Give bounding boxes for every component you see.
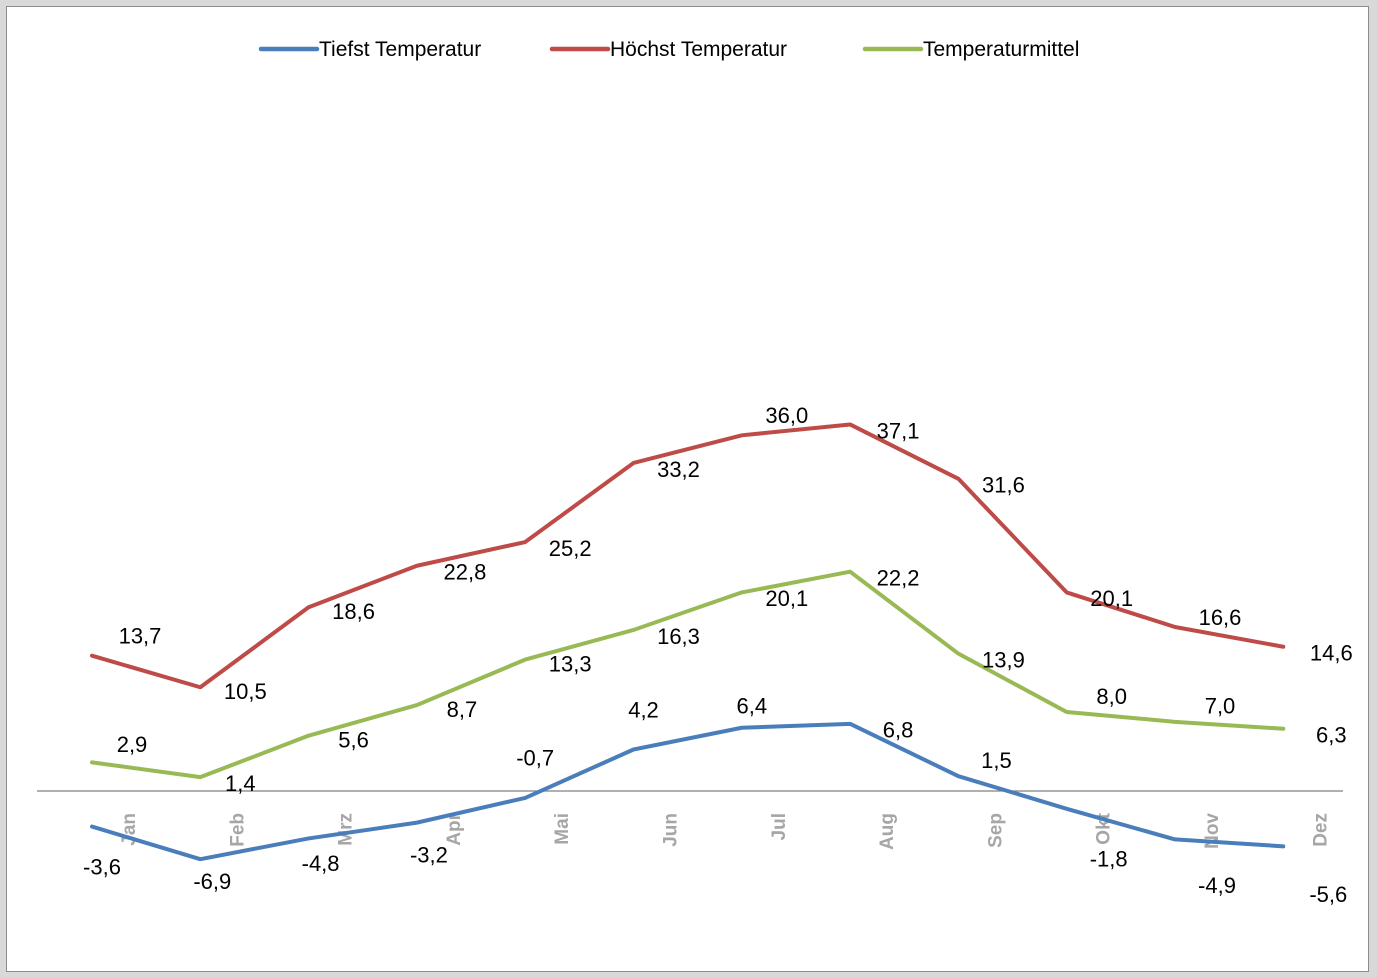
data-label: 22,8 [443,560,486,585]
series-line [90,721,1286,862]
data-label: 13,7 [119,623,162,648]
data-label: 18,6 [332,599,375,624]
data-label: 16,3 [657,624,700,649]
data-label: -4,9 [1198,873,1236,898]
data-label: -1,8 [1090,847,1128,872]
data-label: 31,6 [982,473,1025,498]
data-labels: -3,6 -6,9 -4,8 -3,2 -0,7 4,2 6,4 6,8 1,5 -1,8 -4,9… [83,403,1353,907]
data-label: -3,2 [410,842,448,867]
data-label: 6,4 [737,694,768,719]
data-label: 5,6 [338,727,369,752]
x-tick-label: Dez [1310,813,1331,847]
data-label: 6,3 [1316,723,1347,748]
legend-label: Höchst Temperatur [610,38,787,61]
data-label: 10,5 [224,679,267,704]
data-label: 13,9 [982,647,1025,672]
data-label: 22,2 [877,565,920,590]
data-label: -3,6 [83,854,121,879]
x-axis: Jan Feb Mrz Apr Mai Jun Jul Aug Sep Okt Nov Dez [37,790,1343,850]
x-tick-label: Jul [769,813,790,840]
series-line [90,422,1286,690]
data-label: 1,5 [981,748,1012,773]
chart-frame: Tiefst Temperatur Höchst Temperatur Temper… [6,6,1369,972]
x-tick-label: Feb [227,813,248,847]
data-label: 6,8 [883,718,914,743]
line-chart: Tiefst Temperatur Höchst Temperatur Temper… [37,38,1353,907]
data-label: 20,1 [1090,586,1133,611]
x-tick-label: Sep [985,813,1006,848]
data-label: -0,7 [516,746,554,771]
series-line [90,569,1286,780]
data-label: 36,0 [765,403,808,428]
x-tick-label: Mai [552,813,573,845]
data-label: 2,9 [117,732,148,757]
data-label: 16,6 [1199,605,1242,630]
data-label: 7,0 [1205,694,1236,719]
data-label: 33,2 [657,457,700,482]
data-label: -5,6 [1309,882,1347,907]
data-label: 14,6 [1310,641,1353,666]
data-label: -6,9 [193,869,231,894]
x-tick-label: Jun [661,813,682,847]
data-label: 8,0 [1096,684,1127,709]
data-label: 8,7 [447,697,478,722]
data-label: 13,3 [549,651,592,676]
legend: Tiefst Temperatur Höchst Temperatur Temper… [258,38,1079,61]
data-label: 25,2 [549,536,592,561]
x-tick-label: Mrz [336,813,357,846]
data-label: 20,1 [765,586,808,611]
data-label: 4,2 [628,697,659,722]
data-label: -4,8 [302,851,340,876]
x-tick-label: Aug [877,813,898,850]
series-lines [90,422,1286,862]
legend-label: Tiefst Temperatur [319,38,481,61]
x-tick-label: Apr [444,812,465,845]
data-label: 37,1 [877,418,920,443]
data-label: 1,4 [225,771,256,796]
legend-label: Temperaturmittel [923,38,1079,61]
